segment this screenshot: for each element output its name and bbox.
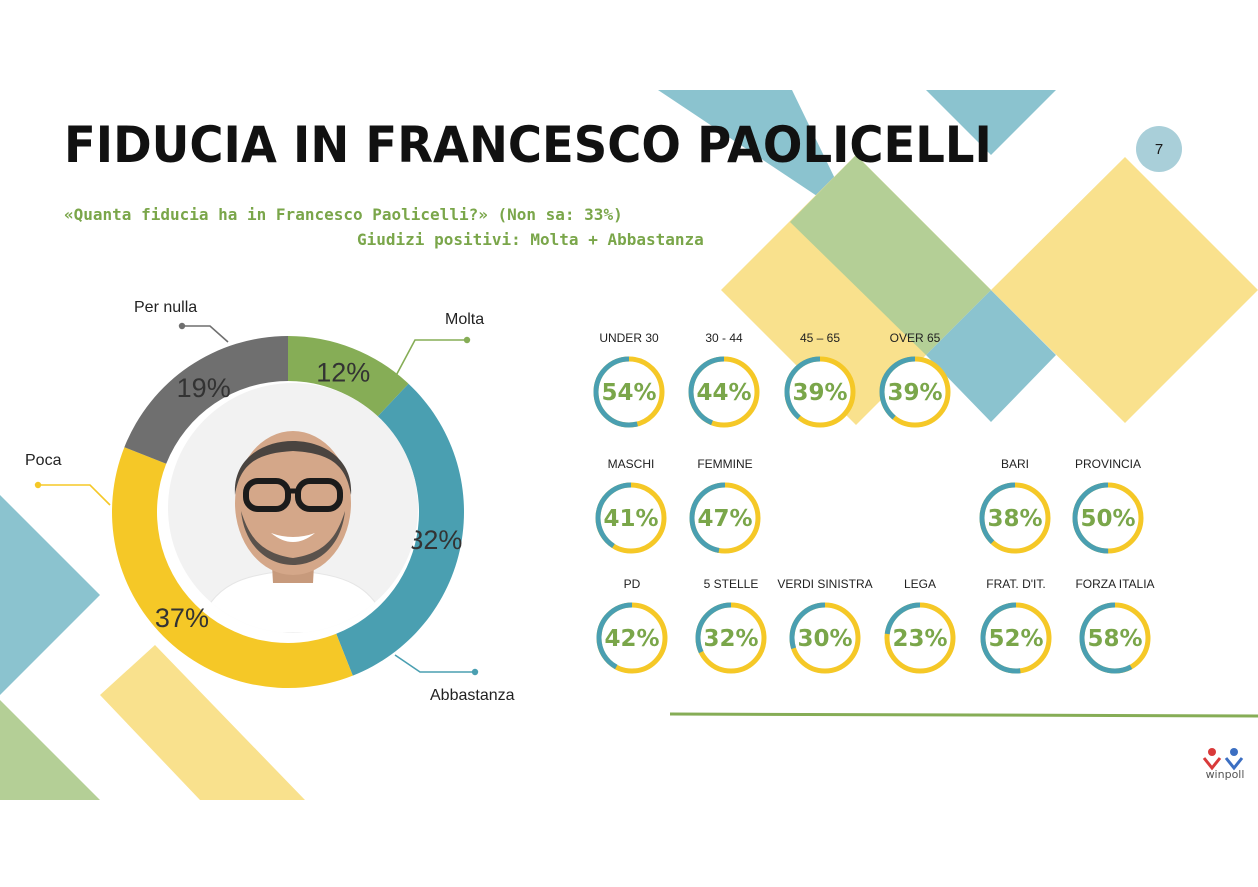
deco-green-left bbox=[0, 700, 100, 800]
donut-value-per-nulla: 19% bbox=[177, 373, 231, 403]
ring-bg-over-65 bbox=[880, 357, 950, 427]
ring-bg-5-stelle bbox=[696, 603, 766, 673]
ring-label-5-stelle: 5 STELLE bbox=[704, 577, 759, 591]
deco-yellow-strip bbox=[100, 645, 305, 800]
ring-bg-femmine bbox=[690, 483, 760, 553]
ring-label-verdi-sinistra: VERDI SINISTRA bbox=[777, 577, 872, 591]
ring-label-frat-d-it: FRAT. D'IT. bbox=[986, 577, 1045, 591]
ring-arc-30-44 bbox=[688, 356, 760, 428]
leader-line-per-nulla bbox=[182, 325, 229, 343]
ring-arc-maschi bbox=[595, 482, 667, 554]
leader-dot-poca bbox=[34, 481, 42, 489]
deco-teal-diamond bbox=[926, 290, 1056, 422]
ring-bg-verdi-sinistra bbox=[790, 603, 860, 673]
deco-teal-triangle-small bbox=[926, 90, 1056, 155]
deco-teal-triangle bbox=[658, 90, 856, 222]
ring-arc-over-65 bbox=[879, 356, 951, 428]
ring-bg-maschi bbox=[596, 483, 666, 553]
ring-value-verdi-sinistra: 30% bbox=[797, 626, 852, 652]
ring-value-5-stelle: 32% bbox=[703, 626, 758, 652]
deco-yellow-diamond-right bbox=[991, 157, 1258, 423]
ring-arc-frat-d-it bbox=[980, 602, 1052, 674]
ring-bg-30-44 bbox=[689, 357, 759, 427]
ring-label-bari: BARI bbox=[1001, 457, 1029, 471]
ring-value-femmine: 47% bbox=[697, 506, 752, 532]
donut-value-abbastanza: 32% bbox=[408, 525, 462, 555]
ring-arc-lega bbox=[884, 602, 956, 674]
ring-value-bari: 38% bbox=[987, 506, 1042, 532]
ring-value-forza-italia: 58% bbox=[1087, 626, 1142, 652]
ring-value-maschi: 41% bbox=[603, 506, 658, 532]
donut-value-molta: 12% bbox=[316, 358, 370, 388]
leader-dot-abbastanza bbox=[471, 668, 479, 676]
ring-label-maschi: MASCHI bbox=[608, 457, 655, 471]
candidate-photo bbox=[168, 383, 418, 633]
ring-label-lega: LEGA bbox=[904, 577, 936, 591]
ring-value-frat-d-it: 52% bbox=[988, 626, 1043, 652]
ring-label-femmine: FEMMINE bbox=[697, 457, 752, 471]
page-title: FIDUCIA IN FRANCESCO PAOLICELLI bbox=[64, 116, 992, 174]
deco-green-diamond bbox=[790, 155, 991, 355]
ring-label-provincia: PROVINCIA bbox=[1075, 457, 1141, 471]
ring-value-30-44: 44% bbox=[696, 380, 751, 406]
footer-green-rule bbox=[669, 712, 1258, 718]
winpoll-logo: winpoll bbox=[1202, 748, 1245, 781]
ring-label-30-44: 30 - 44 bbox=[705, 331, 743, 345]
ring-value-provincia: 50% bbox=[1080, 506, 1135, 532]
ring-arc-femmine bbox=[689, 482, 761, 554]
svg-text:winpoll: winpoll bbox=[1206, 768, 1245, 781]
ring-arc-verdi-sinistra bbox=[789, 602, 861, 674]
ring-value-lega: 23% bbox=[892, 626, 947, 652]
leader-line-poca bbox=[38, 484, 111, 506]
ring-arc-5-stelle bbox=[695, 602, 767, 674]
ring-label-over-65: OVER 65 bbox=[890, 331, 941, 345]
ring-bg-lega bbox=[885, 603, 955, 673]
donut-slice-per-nulla bbox=[124, 336, 288, 464]
ring-arc-forza-italia bbox=[1079, 602, 1151, 674]
donut-value-poca: 37% bbox=[155, 603, 209, 633]
ring-bg-pd bbox=[597, 603, 667, 673]
leader-line-molta bbox=[390, 339, 467, 386]
question-subtitle: «Quanta fiducia ha in Francesco Paolicel… bbox=[64, 205, 623, 224]
ring-bg-45-65 bbox=[785, 357, 855, 427]
donut-label-poca: Poca bbox=[25, 452, 62, 469]
ring-label-45-65: 45 – 65 bbox=[800, 331, 840, 345]
ring-bg-bari bbox=[980, 483, 1050, 553]
page-number: 7 bbox=[1136, 126, 1182, 172]
ring-value-45-65: 39% bbox=[792, 380, 847, 406]
ring-arc-bari bbox=[979, 482, 1051, 554]
ring-arc-provincia bbox=[1072, 482, 1144, 554]
donut-slice-molta bbox=[288, 336, 409, 417]
donut-slice-abbastanza bbox=[336, 383, 465, 676]
ring-arc-under-30 bbox=[593, 356, 665, 428]
ring-bg-frat-d-it bbox=[981, 603, 1051, 673]
ring-label-forza-italia: FORZA ITALIA bbox=[1075, 577, 1154, 591]
ring-bg-provincia bbox=[1073, 483, 1143, 553]
leader-line-abbastanza bbox=[394, 654, 475, 673]
ring-arc-45-65 bbox=[784, 356, 856, 428]
ring-bg-under-30 bbox=[594, 357, 664, 427]
ring-label-under-30: UNDER 30 bbox=[599, 331, 659, 345]
donut-slice-poca bbox=[111, 447, 353, 689]
leader-dot-per-nulla bbox=[178, 322, 186, 330]
deco-teal-left bbox=[0, 495, 100, 695]
ring-arc-pd bbox=[596, 602, 668, 674]
ring-bg-forza-italia bbox=[1080, 603, 1150, 673]
leader-dot-molta bbox=[463, 336, 471, 344]
ring-label-pd: PD bbox=[624, 577, 641, 591]
ring-value-over-65: 39% bbox=[887, 380, 942, 406]
donut-label-abbastanza: Abbastanza bbox=[430, 687, 515, 704]
donut-label-molta: Molta bbox=[445, 311, 484, 328]
positive-judgments-subtitle: Giudizi positivi: Molta + Abbastanza bbox=[357, 230, 704, 249]
ring-value-pd: 42% bbox=[604, 626, 659, 652]
donut-label-per-nulla: Per nulla bbox=[134, 299, 197, 316]
ring-value-under-30: 54% bbox=[601, 380, 656, 406]
